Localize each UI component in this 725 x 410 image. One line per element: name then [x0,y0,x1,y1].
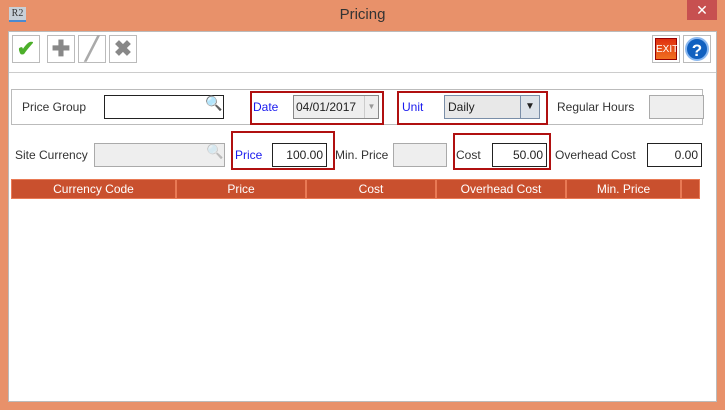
cost-label: Cost [456,148,481,162]
table-header: Currency Code Price Cost Overhead Cost M… [11,179,700,199]
window-title: Pricing [339,6,386,23]
price-group-input[interactable] [104,95,224,119]
price-input[interactable]: 100.00 [272,143,327,167]
check-icon: ✔ [16,36,36,61]
cost-input[interactable]: 50.00 [492,143,547,167]
add-button[interactable]: ✚ [47,35,75,63]
date-label: Date [253,100,279,114]
cost-highlight [453,133,551,170]
edit-button[interactable]: ╱ [78,35,106,63]
overhead-cost-label: Overhead Cost [555,148,636,162]
close-button[interactable]: ✕ [687,0,717,20]
app-icon: R2 [9,7,26,22]
price-highlight [231,131,335,170]
site-currency-input [94,143,225,167]
pencil-icon: ╱ [85,36,99,61]
column-overhead-cost[interactable]: Overhead Cost [436,179,566,199]
search-icon: 🔍 [206,143,224,159]
toolbar-divider [9,72,716,73]
min-price-input [393,143,447,167]
date-dropdown-icon[interactable]: ▼ [364,96,378,118]
help-icon: ? [685,37,709,61]
column-filler [681,179,700,199]
column-min-price[interactable]: Min. Price [566,179,681,199]
column-price[interactable]: Price [176,179,306,199]
search-icon[interactable]: 🔍 [205,95,223,111]
column-cost[interactable]: Cost [306,179,436,199]
date-highlight [250,91,384,125]
x-icon: ✖ [113,36,133,61]
min-price-label: Min. Price [335,148,389,162]
exit-button[interactable]: EXIT [652,35,680,63]
regular-hours-label: Regular Hours [557,100,635,114]
delete-button[interactable]: ✖ [109,35,137,63]
help-button[interactable]: ? [683,35,711,63]
price-group-label: Price Group [22,100,87,114]
unit-label: Unit [402,100,424,114]
unit-highlight [397,91,548,125]
regular-hours-input [649,95,704,119]
plus-icon: ✚ [51,36,71,61]
exit-icon: EXIT [655,38,678,60]
overhead-cost-input[interactable]: 0.00 [647,143,702,167]
price-label: Price [235,148,263,162]
chevron-down-icon[interactable]: ▼ [520,96,539,118]
pricing-table-body[interactable] [11,199,700,398]
save-button[interactable]: ✔ [12,35,40,63]
column-currency-code[interactable]: Currency Code [11,179,176,199]
site-currency-label: Site Currency [15,148,88,162]
